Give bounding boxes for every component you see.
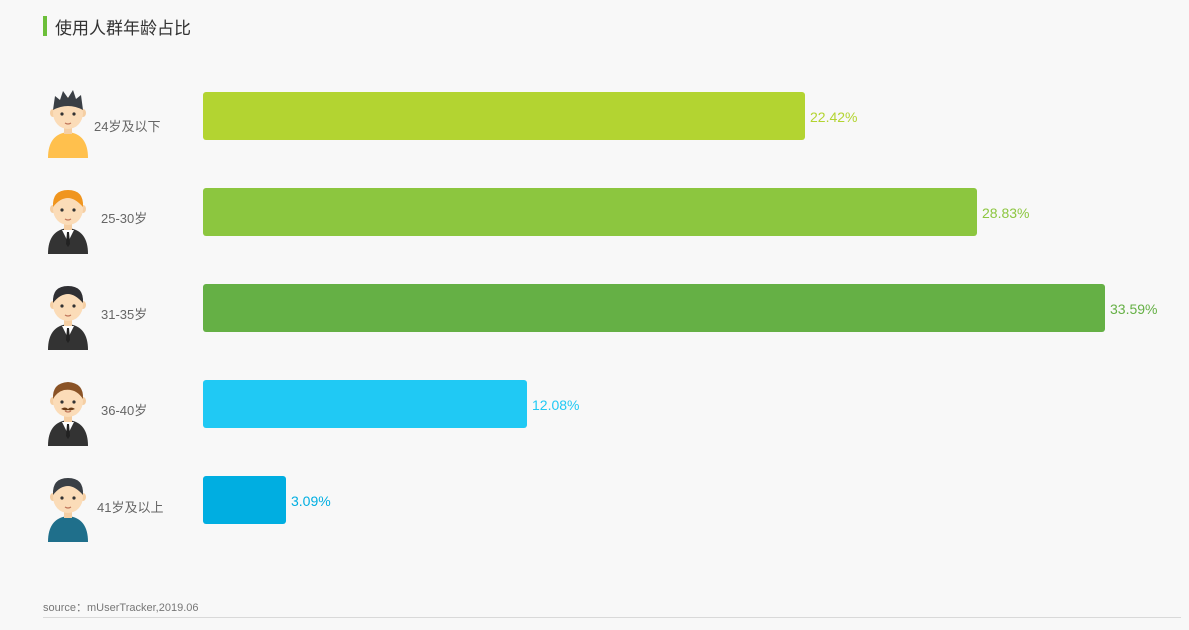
chart-row: 31-35岁 33.59%	[0, 274, 1189, 350]
bar	[203, 380, 527, 428]
value-label: 12.08%	[532, 397, 580, 413]
category-label: 36-40岁	[101, 403, 148, 418]
young-man-icon	[40, 88, 96, 158]
chart-row: 25-30岁 28.83%	[0, 178, 1189, 254]
bar	[203, 476, 286, 524]
category-label: 25-30岁	[101, 211, 148, 226]
older-man-icon	[40, 472, 96, 542]
bar	[203, 188, 977, 236]
category-label: 24岁及以下	[94, 119, 161, 134]
bottom-divider	[43, 617, 1181, 618]
source-note: source：mUserTracker,2019.06	[43, 602, 199, 614]
category-label: 41岁及以上	[97, 500, 164, 515]
chart-row: 24岁及以下 22.42%	[0, 82, 1189, 158]
value-label: 28.83%	[982, 205, 1030, 221]
chart-title: 使用人群年龄占比	[43, 15, 191, 38]
value-label: 33.59%	[1110, 301, 1158, 317]
mustache-man-icon	[40, 376, 96, 446]
suit-man-icon	[40, 280, 96, 350]
ginger-man-icon	[40, 184, 96, 254]
title-accent-bar	[43, 16, 47, 36]
bar	[203, 92, 805, 140]
value-label: 22.42%	[810, 109, 858, 125]
chart-row: 41岁及以上 3.09%	[0, 466, 1189, 542]
bar	[203, 284, 1105, 332]
chart-title-text: 使用人群年龄占比	[55, 18, 191, 38]
category-label: 31-35岁	[101, 307, 148, 322]
value-label: 3.09%	[291, 493, 331, 509]
chart-row: 36-40岁 12.08%	[0, 370, 1189, 446]
